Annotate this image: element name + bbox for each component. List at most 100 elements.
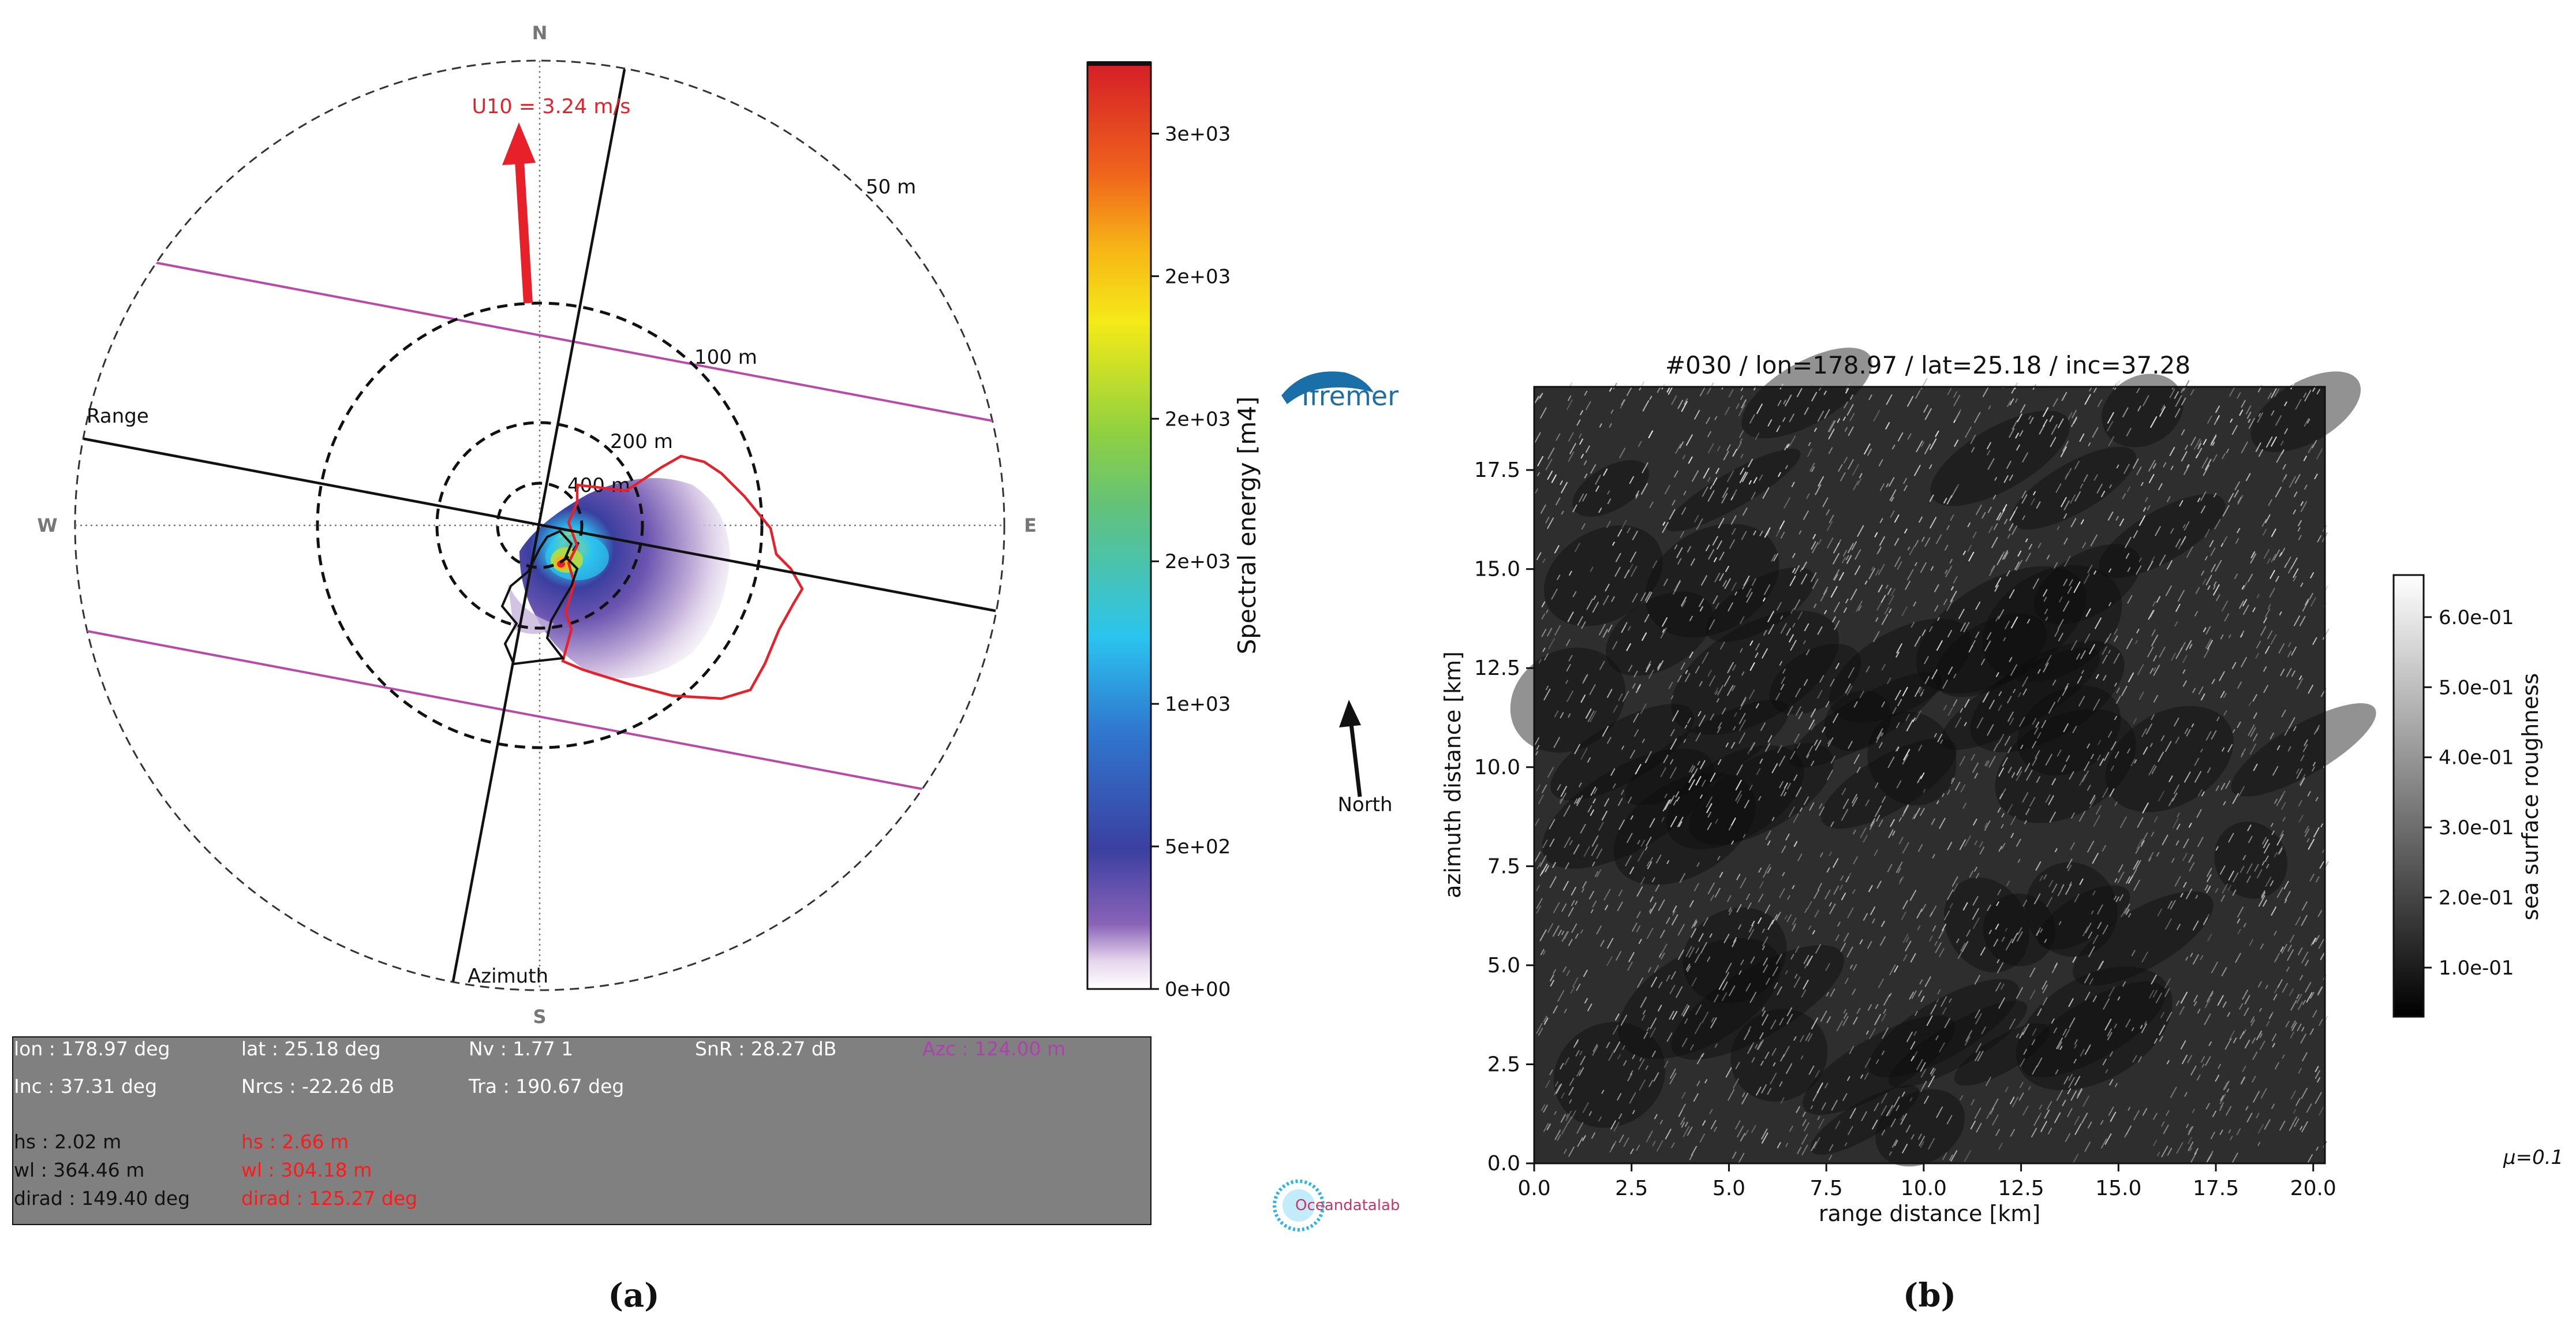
sar-speckle bbox=[1728, 907, 1732, 912]
sar-speckle bbox=[1736, 874, 1741, 880]
sar-speckle bbox=[2006, 880, 2010, 887]
sar-speckle bbox=[2080, 519, 2084, 525]
range-label: Range bbox=[87, 405, 149, 428]
sar-speckle bbox=[2303, 392, 2307, 398]
sar-speckle bbox=[1536, 784, 1541, 792]
sar-speckle bbox=[2068, 998, 2074, 1007]
sar-speckle bbox=[1585, 445, 1591, 453]
sar-speckle bbox=[2018, 1092, 2024, 1101]
sar-speckle bbox=[1547, 923, 1554, 934]
sar-speckle bbox=[2188, 1126, 2194, 1136]
sar-speckle bbox=[1829, 851, 1833, 857]
sar-speckle bbox=[1748, 924, 1754, 933]
sar-speckle bbox=[1692, 768, 1698, 778]
sar-speckle bbox=[1617, 901, 1624, 912]
sar-speckle bbox=[2077, 675, 2083, 684]
sar-speckle bbox=[1650, 976, 1658, 988]
sar-speckle bbox=[2133, 717, 2137, 724]
sar-speckle bbox=[1713, 1126, 1718, 1132]
sar-speckle bbox=[2284, 563, 2288, 568]
sar-speckle bbox=[2067, 864, 2072, 872]
sar-speckle bbox=[1874, 782, 1879, 789]
sar-speckle bbox=[2260, 1088, 2267, 1099]
sar-speckle bbox=[1974, 975, 1981, 985]
sar-speckle bbox=[1755, 432, 1760, 440]
sar-speckle bbox=[1998, 609, 2005, 619]
sar-speckle bbox=[1910, 953, 1916, 963]
sar-speckle bbox=[2205, 574, 2212, 585]
sar-speckle bbox=[1936, 1106, 1943, 1118]
sar-speckle bbox=[1680, 596, 1687, 607]
sar-speckle bbox=[2007, 711, 2014, 722]
sar-speckle bbox=[2174, 876, 2181, 887]
sar-speckle bbox=[1851, 988, 1856, 995]
sar-speckle bbox=[1740, 395, 1744, 400]
sar-speckle bbox=[1543, 1016, 1548, 1022]
sar-speckle bbox=[1785, 970, 1788, 975]
sar-speckle bbox=[2044, 609, 2048, 615]
sar-speckle bbox=[2296, 768, 2303, 779]
sar-speckle bbox=[1642, 1010, 1646, 1015]
sar-speckle bbox=[2190, 436, 2196, 446]
sar-speckle bbox=[1801, 1133, 1808, 1145]
sar-speckle bbox=[1767, 919, 1774, 930]
sar-speckle bbox=[1565, 639, 1571, 647]
sar-speckle bbox=[1742, 578, 1749, 589]
sar-speckle bbox=[2007, 767, 2013, 774]
sar-speckle bbox=[1781, 845, 1786, 853]
sar-speckle bbox=[1534, 818, 1540, 827]
sar-speckle bbox=[1630, 815, 1634, 820]
sar-speckle bbox=[2294, 1118, 2300, 1128]
sar-speckle bbox=[1996, 901, 1999, 906]
ifremer-logo: Ifremer bbox=[1281, 371, 1399, 412]
sar-speckle bbox=[1785, 465, 1788, 469]
sar-speckle bbox=[2050, 436, 2057, 447]
roughness-colorbar: 1.0e-012.0e-013.0e-014.0e-015.0e-016.0e-… bbox=[2392, 574, 2543, 1018]
sar-speckle bbox=[2102, 646, 2108, 655]
sar-speckle bbox=[1935, 942, 1942, 953]
sar-speckle bbox=[1748, 689, 1755, 700]
sar-speckle bbox=[1737, 924, 1742, 930]
sar-speckle bbox=[2281, 710, 2286, 718]
sar-speckle bbox=[1984, 820, 1991, 831]
sar-speckle bbox=[1629, 1070, 1633, 1076]
sar-speckle bbox=[2096, 904, 2103, 915]
sar-speckle bbox=[1800, 573, 1808, 585]
sar-speckle bbox=[1784, 915, 1788, 920]
sar-speckle bbox=[1792, 917, 1797, 925]
sar-speckle bbox=[1812, 930, 1816, 935]
sar-speckle bbox=[1695, 776, 1702, 786]
sar-speckle bbox=[1566, 399, 1573, 410]
sar-speckle bbox=[1998, 704, 2002, 711]
sar-speckle bbox=[1541, 1104, 1546, 1111]
sar-speckle bbox=[2133, 860, 2139, 871]
sar-speckle bbox=[2265, 984, 2268, 990]
sar-speckle bbox=[1539, 929, 1547, 942]
sar-speckle bbox=[2263, 685, 2269, 693]
sar-speckle bbox=[1718, 978, 1726, 990]
sar-speckle bbox=[1640, 483, 1648, 495]
sar-speckle bbox=[1545, 516, 1550, 524]
sar-speckle bbox=[2133, 879, 2141, 891]
sar-speckle bbox=[1661, 617, 1668, 627]
sar-speckle bbox=[2190, 953, 2193, 957]
sar-dark-patch bbox=[1645, 524, 1779, 638]
sar-speckle bbox=[1574, 543, 1580, 553]
sar-speckle bbox=[1677, 400, 1684, 409]
sar-speckle bbox=[1632, 1110, 1635, 1114]
sar-speckle bbox=[1710, 713, 1715, 721]
sar-speckle bbox=[1680, 1117, 1685, 1125]
sar-speckle bbox=[1640, 996, 1647, 1008]
sar-speckle bbox=[2171, 857, 2175, 863]
sar-speckle bbox=[1537, 394, 1542, 401]
sar-speckle bbox=[2078, 811, 2086, 822]
sar-speckle bbox=[1564, 1057, 1570, 1066]
sar-speckle bbox=[2299, 1125, 2303, 1130]
sar-speckle bbox=[1715, 691, 1718, 695]
sar-speckle bbox=[2284, 899, 2287, 904]
sar-speckle bbox=[1580, 453, 1584, 459]
sar-speckle bbox=[2242, 1065, 2246, 1073]
sar-speckle bbox=[1835, 934, 1840, 942]
sar-speckle bbox=[2303, 455, 2308, 461]
sar-speckle bbox=[1683, 1005, 1690, 1017]
